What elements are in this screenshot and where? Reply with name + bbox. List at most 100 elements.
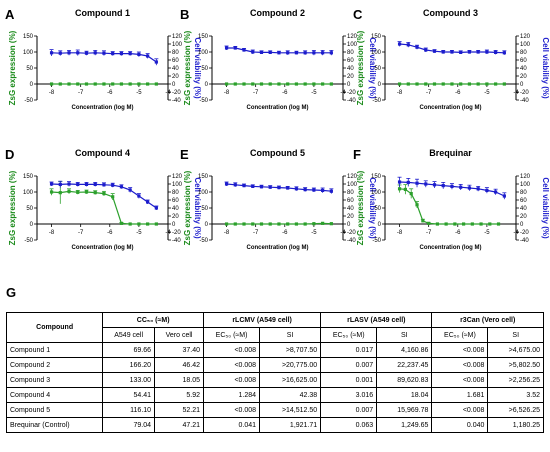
x-tick-label: -6 xyxy=(455,230,461,236)
viability-point xyxy=(321,51,325,55)
x-tick-label: -5 xyxy=(136,230,142,236)
viability-point xyxy=(49,182,54,186)
y-tick-label-left: 150 xyxy=(198,34,209,40)
zsg-point xyxy=(329,82,333,86)
value-cell: <0.008 xyxy=(431,357,489,373)
value-cell: >5,802.50 xyxy=(487,357,544,373)
x-tick-label: -4 xyxy=(513,90,519,96)
value-cell: 166.20 xyxy=(102,357,156,373)
zsg-point xyxy=(397,187,402,191)
zsg-line xyxy=(51,190,157,225)
viability-point xyxy=(502,194,506,198)
value-cell: 4,160.86 xyxy=(376,342,433,358)
zsg-point xyxy=(251,222,255,226)
table-row: Compound 1 69.66 37.40 <0.008 >8,707.50 0.017… xyxy=(5,342,544,358)
value-cell: 0.017 xyxy=(320,342,378,358)
value-cell: 52.21 xyxy=(154,402,205,418)
x-tick-label: -4 xyxy=(165,90,171,96)
x-tick-label: -8 xyxy=(224,230,230,236)
viability-point xyxy=(154,206,158,210)
value-cell: 18.05 xyxy=(154,372,205,388)
x-tick-label: -6 xyxy=(282,90,288,96)
zsg-point xyxy=(496,222,501,226)
subheader-ec50-lasv: EC₅₀ (≈M) xyxy=(320,327,378,343)
y-tick-label-right: 20 xyxy=(347,214,354,220)
value-cell: 0.007 xyxy=(320,402,378,418)
zsg-point xyxy=(415,82,419,86)
zsg-point xyxy=(93,191,97,195)
y-axis-label-left: ZsG expression (%) xyxy=(183,170,192,245)
viability-point xyxy=(277,51,281,55)
zsg-point xyxy=(286,82,290,86)
y-tick-label-left: 50 xyxy=(26,66,33,72)
viability-point xyxy=(485,188,489,192)
x-tick-label: -6 xyxy=(107,90,113,96)
chart-panel-e: E Compound 5 -50 0 50 100 150 -40 -20 0 20 40 60 80 10… xyxy=(180,147,377,251)
x-tick-label: -6 xyxy=(282,230,288,236)
viability-point xyxy=(84,182,89,186)
zsg-point xyxy=(268,222,272,226)
y-axis-label-right: Cell viability (%) xyxy=(193,37,202,99)
y-tick-label-right: -20 xyxy=(347,90,356,96)
chart-title: Compound 2 xyxy=(250,8,305,18)
y-tick-label-right: 120 xyxy=(347,174,358,180)
zsg-point xyxy=(119,82,124,86)
zsg-point xyxy=(58,191,62,195)
zsg-point xyxy=(294,82,299,86)
value-cell: <0.008 xyxy=(431,372,489,388)
compound-name-cell: Compound 3 xyxy=(5,372,104,388)
zsg-point xyxy=(58,82,62,86)
y-tick-label-right: 60 xyxy=(172,58,179,64)
y-tick-label-right: 100 xyxy=(172,42,183,48)
value-cell: 42.38 xyxy=(259,387,322,403)
zsg-point xyxy=(435,222,439,226)
table-row: Compound 3 133.00 18.05 <0.008 >16,625.00 0.0… xyxy=(5,372,544,388)
viability-point xyxy=(119,52,124,56)
y-axis-label-left: ZsG expression (%) xyxy=(356,30,365,105)
viability-point xyxy=(251,50,255,54)
y-tick-label-right: -40 xyxy=(172,238,181,244)
y-tick-label-right: 120 xyxy=(347,34,358,40)
zsg-point xyxy=(485,82,489,86)
zsg-point xyxy=(102,82,106,86)
x-tick-label: -7 xyxy=(78,90,84,96)
r3can-header: r3Can (Vero cell) xyxy=(431,312,544,328)
y-tick-label-left: 50 xyxy=(201,206,208,212)
viability-point xyxy=(312,188,316,192)
table-row: Compound 2 166.20 46.42 <0.008 >20,775.00 0.0… xyxy=(5,357,544,373)
zsg-point xyxy=(259,82,264,86)
y-tick-label-right: 20 xyxy=(347,74,354,80)
zsg-point xyxy=(233,82,237,86)
value-cell: 1,180.25 xyxy=(487,417,544,433)
y-tick-label-right: 120 xyxy=(520,34,531,40)
charts-area: A Compound 1-50050100150-40-2002040608010… xyxy=(5,7,550,251)
y-tick-label-right: 60 xyxy=(347,58,354,64)
viability-point xyxy=(321,188,325,192)
chart-panel-a: A Compound 1 -50 0 50 100 150 -40 -20 0 20 40 60 80 10… xyxy=(5,7,202,111)
viability-point xyxy=(441,50,445,54)
y-tick-label-right: 100 xyxy=(347,42,358,48)
value-cell: >6,526.25 xyxy=(487,402,544,418)
y-tick-label-right: 0 xyxy=(347,82,351,88)
y-tick-label-right: 80 xyxy=(172,190,179,196)
y-axis-label-left: ZsG expression (%) xyxy=(183,30,192,105)
value-cell: >14,512.50 xyxy=(259,402,322,418)
y-tick-label-left: -50 xyxy=(24,238,33,244)
zsg-point xyxy=(406,82,410,86)
table-body: Compound 1 69.66 37.40 <0.008 >8,707.50 0.017… xyxy=(5,342,544,433)
y-axis-label-right: Cell viability (%) xyxy=(541,37,550,99)
viability-point xyxy=(467,186,472,190)
viability-point xyxy=(128,52,132,56)
y-tick-label-right: 100 xyxy=(520,182,531,188)
zsg-point xyxy=(84,190,89,194)
viability-point xyxy=(424,182,428,186)
viability-point xyxy=(502,51,506,55)
value-cell: 0.063 xyxy=(320,417,378,433)
y-tick-label-right: 80 xyxy=(520,190,527,196)
y-tick-label-right: -40 xyxy=(347,98,356,104)
zsg-point xyxy=(93,82,97,86)
zsg-point xyxy=(470,222,474,226)
y-tick-label-left: 100 xyxy=(23,190,34,196)
viability-point xyxy=(259,50,264,54)
value-cell: 0.007 xyxy=(320,357,378,373)
